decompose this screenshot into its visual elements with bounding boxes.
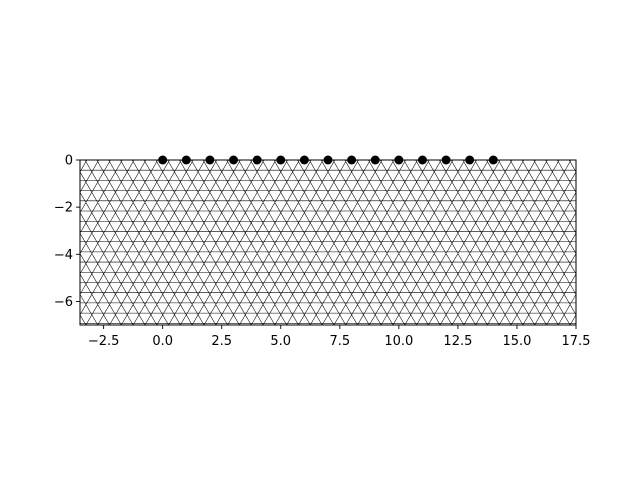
electrode-marker xyxy=(370,155,380,165)
mesh-edges xyxy=(80,160,576,325)
y-tick-label: −6 xyxy=(54,295,73,310)
x-tick-label: 0.0 xyxy=(152,334,173,349)
electrode-marker xyxy=(394,155,404,165)
y-tick-label: 0 xyxy=(65,154,73,169)
x-tick-label: 7.5 xyxy=(329,334,350,349)
x-tick-label: 5.0 xyxy=(270,334,291,349)
electrodes xyxy=(158,155,498,165)
electrode-marker xyxy=(205,155,215,165)
electrode-marker xyxy=(299,155,309,165)
y-axis: 0 −2 −4 −6 xyxy=(54,154,80,310)
electrode-marker xyxy=(488,155,498,165)
y-tick-label: −2 xyxy=(54,201,73,216)
electrode-marker xyxy=(417,155,427,165)
x-tick-label: −2.5 xyxy=(88,334,120,349)
electrode-marker xyxy=(465,155,475,165)
triangle-mesh xyxy=(80,160,576,325)
x-tick-label: 2.5 xyxy=(211,334,232,349)
electrode-marker xyxy=(181,155,191,165)
x-tick-label: 10.0 xyxy=(384,334,413,349)
x-tick-label: 17.5 xyxy=(562,334,591,349)
electrode-marker xyxy=(229,155,239,165)
electrode-marker xyxy=(252,155,262,165)
electrode-marker xyxy=(276,155,286,165)
electrode-marker xyxy=(158,155,168,165)
electrode-marker xyxy=(323,155,333,165)
x-axis: −2.5 0.0 2.5 5.0 7.5 10.0 12.5 15.0 17.5 xyxy=(88,325,591,349)
x-tick-label: 15.0 xyxy=(502,334,531,349)
electrode-marker xyxy=(347,155,357,165)
y-tick-label: −4 xyxy=(54,248,73,263)
electrode-marker xyxy=(441,155,451,165)
x-tick-label: 12.5 xyxy=(443,334,472,349)
